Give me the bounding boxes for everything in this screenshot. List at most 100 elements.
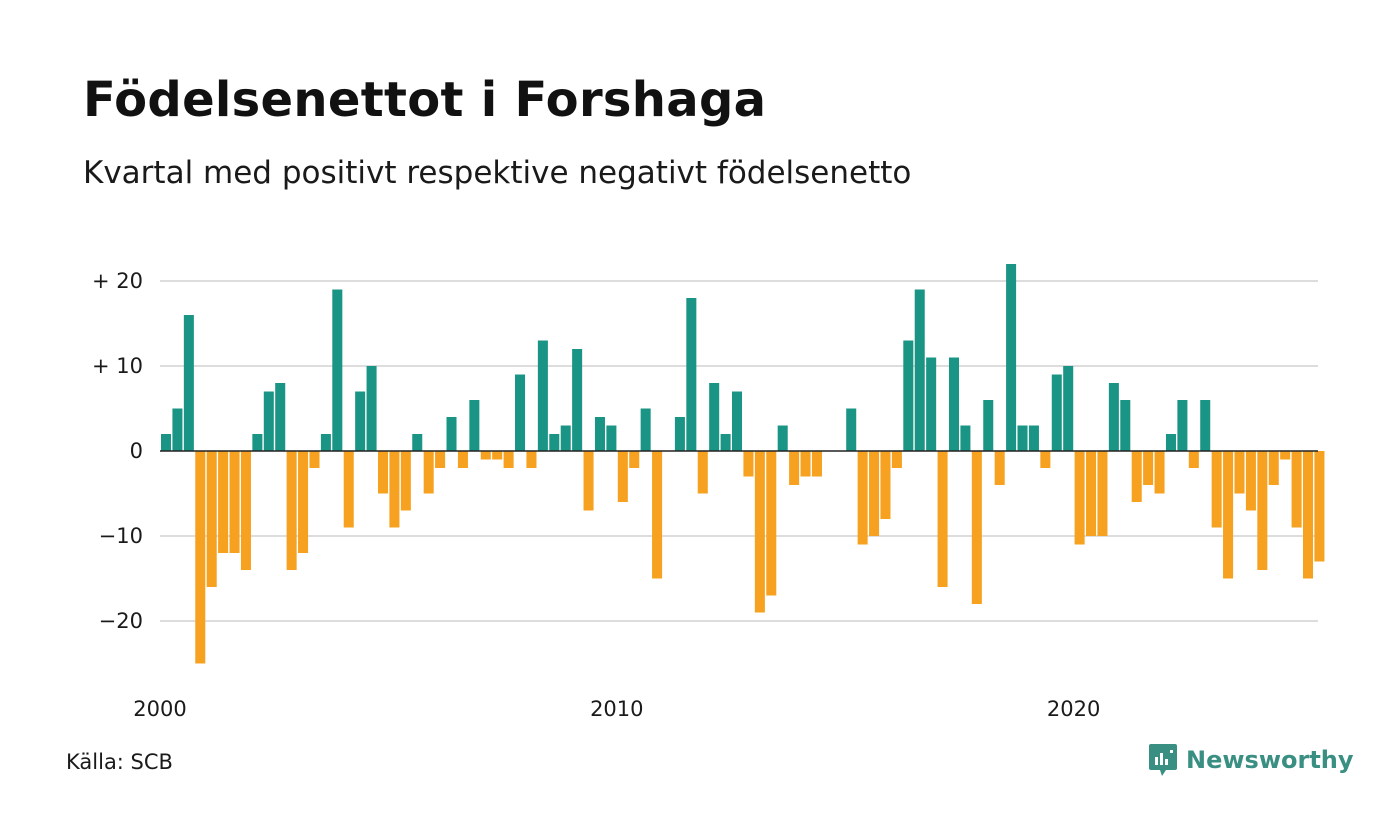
bar — [400, 451, 411, 511]
bar — [469, 400, 480, 451]
bar — [480, 451, 491, 460]
bar — [183, 315, 194, 451]
bar — [172, 408, 183, 451]
bar — [720, 434, 731, 451]
bar — [240, 451, 251, 570]
bar — [1040, 451, 1051, 468]
bar — [789, 451, 800, 485]
bar — [218, 451, 229, 553]
bar — [457, 451, 468, 468]
bar — [1097, 451, 1108, 536]
chart-title: Födelsenettot i Forshaga — [83, 72, 767, 128]
bars — [161, 264, 1325, 664]
bar — [937, 451, 948, 587]
x-tick-label: 2010 — [590, 697, 643, 721]
bar — [435, 451, 446, 468]
x-tick-label: 2000 — [133, 697, 186, 721]
bar — [286, 451, 297, 570]
x-axis-ticks: 2000 2010 2020 — [133, 697, 1100, 721]
bar — [1303, 451, 1314, 579]
bar — [743, 451, 754, 477]
bar — [526, 451, 537, 468]
bar — [252, 434, 263, 451]
source-note: Källa: SCB — [66, 750, 173, 774]
bar — [1017, 425, 1028, 451]
bar — [1200, 400, 1211, 451]
bar — [983, 400, 994, 451]
bar — [754, 451, 765, 613]
bar — [1280, 451, 1291, 460]
brand-name: Newsworthy — [1186, 746, 1354, 774]
bar — [960, 425, 971, 451]
grid-lines — [160, 280, 1318, 622]
y-tick-label: + 10 — [92, 354, 143, 378]
bar — [1108, 383, 1119, 451]
bar — [880, 451, 891, 519]
bar — [1177, 400, 1188, 451]
y-tick-label: −20 — [99, 609, 143, 633]
bar — [1188, 451, 1199, 468]
bar — [298, 451, 309, 553]
bar — [697, 451, 708, 494]
bar — [1028, 425, 1039, 451]
y-tick-label: + 20 — [92, 269, 143, 293]
bar — [811, 451, 822, 477]
bar — [332, 289, 343, 451]
bar — [800, 451, 811, 477]
brand-logo: Newsworthy — [1148, 743, 1354, 777]
bar — [640, 408, 651, 451]
bar — [446, 417, 457, 451]
bar — [1291, 451, 1302, 528]
bar — [903, 340, 914, 451]
bar — [583, 451, 594, 511]
bar — [549, 434, 560, 451]
bar — [1314, 451, 1325, 562]
bar — [594, 417, 605, 451]
bar — [869, 451, 880, 536]
bar — [766, 451, 777, 596]
bar — [560, 425, 571, 451]
bar — [263, 391, 274, 451]
bar — [1245, 451, 1256, 511]
bar — [732, 391, 743, 451]
bar — [503, 451, 514, 468]
bar — [1257, 451, 1268, 570]
bar — [423, 451, 434, 494]
bar — [320, 434, 331, 451]
x-tick-label: 2020 — [1047, 697, 1100, 721]
bar — [846, 408, 857, 451]
bar — [1154, 451, 1165, 494]
bar — [389, 451, 400, 528]
bar — [515, 374, 526, 451]
bar — [1223, 451, 1234, 579]
bar — [891, 451, 902, 468]
bar — [948, 357, 960, 451]
bar — [492, 451, 503, 460]
bar — [1006, 264, 1017, 451]
bar — [1086, 451, 1097, 536]
bar — [366, 366, 377, 451]
bar — [377, 451, 389, 494]
bar — [1131, 451, 1142, 502]
newsworthy-logo-icon — [1149, 744, 1177, 776]
chart-subtitle: Kvartal med positivt respektive negativt… — [83, 155, 912, 191]
bar — [1165, 434, 1176, 451]
bar — [674, 417, 685, 451]
bar — [1143, 451, 1154, 485]
bar — [412, 434, 423, 451]
bar — [161, 434, 172, 451]
y-axis-ticks: + 20 + 10 0 −10 −20 — [92, 269, 143, 633]
bar — [355, 391, 366, 451]
bar — [1051, 374, 1062, 451]
bar — [709, 383, 720, 451]
bar — [195, 451, 206, 664]
bar — [229, 451, 240, 553]
bar — [1234, 451, 1245, 494]
bar — [1063, 366, 1074, 451]
bar — [537, 340, 548, 451]
bar — [777, 425, 788, 451]
bar — [857, 451, 868, 545]
bar — [1074, 451, 1085, 545]
bar — [572, 349, 583, 451]
